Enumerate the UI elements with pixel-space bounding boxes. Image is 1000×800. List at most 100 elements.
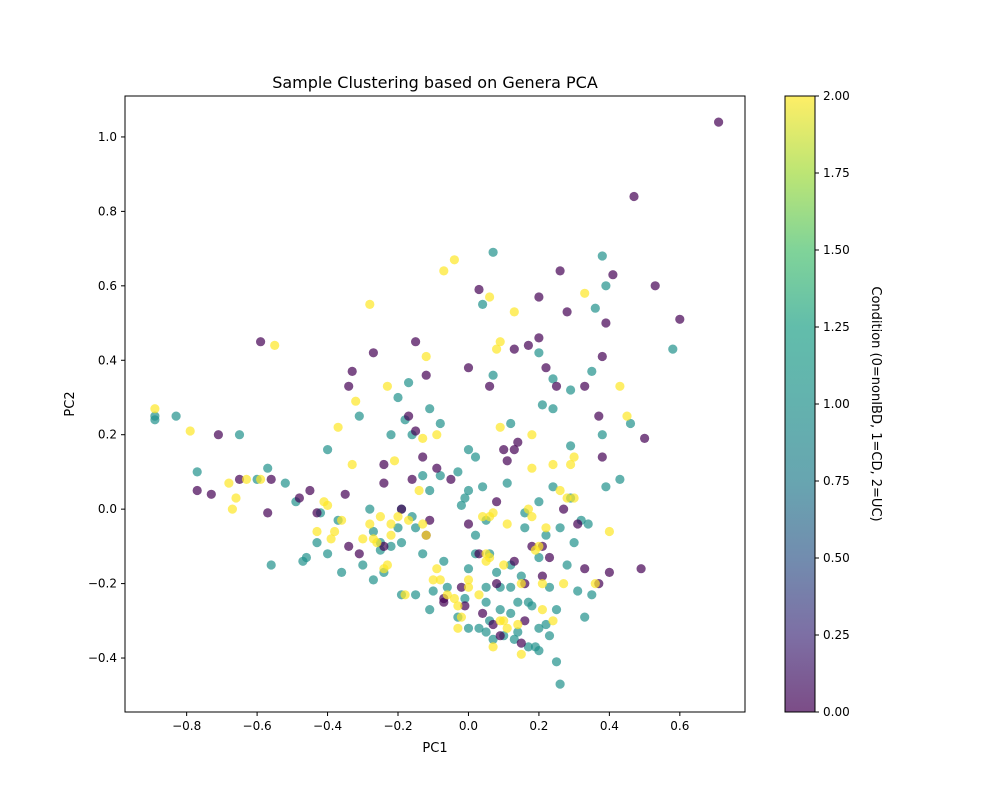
colorbar-tick-label: 1.25 <box>823 320 850 334</box>
colorbar-tick-label: 0.50 <box>823 551 850 565</box>
point-uc <box>400 590 410 600</box>
point-uc <box>566 459 576 470</box>
point-cd <box>393 523 403 533</box>
point-cd <box>481 627 491 637</box>
point-nonibd <box>513 437 523 447</box>
point-nonibd <box>559 504 569 514</box>
point-cd <box>470 530 481 540</box>
point-uc <box>449 255 459 265</box>
point-uc <box>478 511 488 522</box>
point-cd <box>393 392 403 403</box>
point-uc <box>386 519 396 529</box>
point-nonibd <box>206 489 216 499</box>
point-nonibd <box>379 459 389 470</box>
point-nonibd <box>421 370 431 380</box>
point-cd <box>298 556 308 566</box>
point-uc <box>604 526 615 537</box>
point-cd <box>555 679 565 689</box>
colorbar-tick-label: 1.75 <box>823 166 850 180</box>
point-nonibd <box>192 485 202 496</box>
point-cd <box>470 452 481 462</box>
point-uc <box>474 590 484 600</box>
point-uc <box>185 426 195 436</box>
point-uc <box>365 299 375 309</box>
point-uc <box>326 534 336 544</box>
point-uc <box>418 433 428 443</box>
colorbar-tick-label: 0.25 <box>823 628 850 642</box>
point-cd <box>601 482 611 492</box>
point-uc <box>330 526 340 537</box>
point-cd <box>534 623 544 633</box>
point-nonibd <box>463 519 474 529</box>
point-cd <box>386 430 396 440</box>
point-nonibd <box>509 556 519 566</box>
point-uc <box>382 381 392 391</box>
point-cd <box>456 500 466 510</box>
point-cd <box>266 560 276 570</box>
x-tick-label: −0.2 <box>383 719 412 733</box>
point-nonibd <box>474 549 484 559</box>
point-nonibd <box>604 567 615 578</box>
point-uc <box>432 430 442 440</box>
point-cd <box>354 411 364 421</box>
point-cd <box>171 411 181 421</box>
point-uc <box>527 511 537 522</box>
point-uc <box>527 430 537 440</box>
point-nonibd <box>597 351 607 362</box>
point-cd <box>583 519 593 529</box>
point-cd <box>580 612 590 622</box>
point-nonibd <box>502 456 512 466</box>
point-uc <box>481 556 491 566</box>
point-nonibd <box>594 411 604 421</box>
point-cd <box>548 404 558 414</box>
point-nonibd <box>418 452 428 462</box>
point-uc <box>421 351 431 362</box>
point-uc <box>495 422 505 432</box>
point-nonibd <box>425 515 435 525</box>
point-uc <box>569 452 579 462</box>
point-uc <box>333 422 343 432</box>
x-tick-label: 0.4 <box>600 719 619 733</box>
point-cd <box>425 485 435 496</box>
point-nonibd <box>396 504 407 514</box>
point-uc <box>463 582 474 592</box>
point-nonibd <box>597 452 607 462</box>
point-cd <box>597 430 607 440</box>
point-nonibd <box>488 619 498 630</box>
point-uc <box>622 411 632 421</box>
colorbar-tick-label: 2.00 <box>823 89 850 103</box>
point-cd <box>488 370 498 380</box>
point-uc <box>590 579 600 589</box>
point-uc <box>375 511 385 522</box>
point-cd <box>587 590 597 600</box>
point-cd <box>234 430 245 440</box>
point-nonibd <box>411 426 421 436</box>
point-nonibd <box>347 366 357 376</box>
point-cd <box>551 605 562 615</box>
plot-frame <box>124 95 746 713</box>
point-nonibd <box>263 508 273 518</box>
point-uc <box>485 292 495 302</box>
point-uc <box>541 523 551 533</box>
point-uc <box>404 515 414 525</box>
point-uc <box>485 511 495 522</box>
point-nonibd <box>580 381 590 391</box>
point-nonibd <box>495 631 505 641</box>
point-uc <box>428 575 438 585</box>
point-uc <box>312 526 322 537</box>
point-cd <box>463 485 474 496</box>
point-cd <box>548 482 558 492</box>
point-nonibd <box>580 564 590 574</box>
point-cd <box>573 586 583 596</box>
point-cd <box>463 445 474 455</box>
point-nonibd <box>312 508 322 518</box>
point-cd <box>460 593 470 604</box>
x-tick-label: 0.2 <box>529 719 548 733</box>
point-uc <box>453 601 463 611</box>
point-cd <box>537 400 548 410</box>
x-tick-label: −0.8 <box>172 719 201 733</box>
point-cd <box>442 582 452 592</box>
point-uc <box>569 493 579 503</box>
point-uc <box>516 649 526 659</box>
point-nonibd <box>407 474 417 484</box>
